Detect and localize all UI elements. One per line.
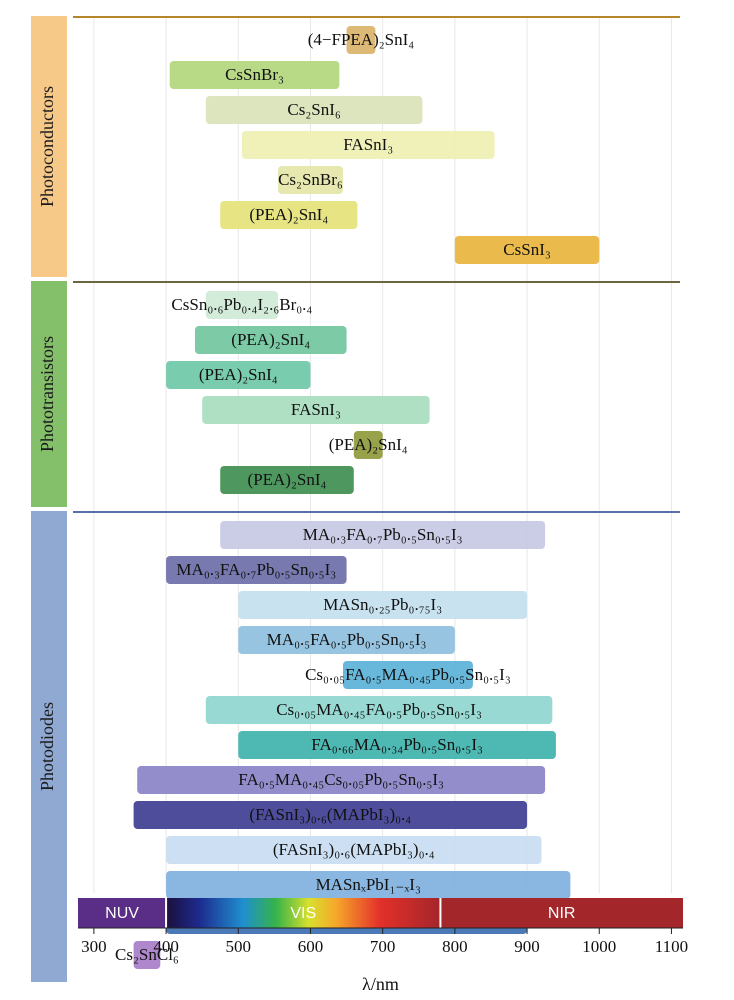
x-tick-label: 1000 (582, 937, 616, 956)
bar-label: FA₀.₅MA₀.₄₅Cs₀.₀₅Pb₀.₅Sn₀.₅I₃ (238, 770, 444, 789)
range-bar (205, 291, 278, 319)
x-tick-label: 400 (153, 937, 179, 956)
range-bar (133, 941, 161, 969)
x-axis: NUV VIS NIR 300 400 500 600 700 800 900 1000 1100 λ/… (78, 898, 688, 994)
category-panel (31, 16, 67, 277)
range-bar (238, 591, 528, 619)
x-tick-label: 600 (298, 937, 324, 956)
range-bar (220, 466, 354, 494)
range-bar (241, 131, 495, 159)
x-tick-label: 500 (226, 937, 252, 956)
category-panel (31, 281, 67, 507)
bar-label: (FASnI₃)₀.₆(MAPbI₃)₀.₄ (273, 840, 435, 859)
bar-label: (FASnI₃)₀.₆(MAPbI₃)₀.₄ (249, 805, 411, 824)
bar-label: FA₀.₆₆MA₀.₃₄Pb₀.₅Sn₀.₅I₃ (311, 735, 483, 754)
range-bar (220, 201, 358, 229)
bar-label: CsSn₀.₆Pb₀.₄I₂.₆Br₀.₄ (171, 295, 312, 314)
range-bar (205, 696, 553, 724)
bar-label: (PEA)₂SnI₄ (199, 365, 278, 384)
range-bar (353, 431, 383, 459)
range-bar (133, 801, 528, 829)
range-bar (342, 661, 473, 689)
spectrum-band-label: NUV (105, 905, 139, 922)
bar-label: FASnI₃ (343, 135, 393, 154)
bar-label: FASnI₃ (291, 400, 341, 419)
range-bar (137, 766, 546, 794)
spectrum-band (166, 898, 441, 928)
bar-label: MASn₀.₂₅Pb₀.₇₅I₃ (323, 595, 442, 614)
range-bar (194, 326, 347, 354)
category-label: Photoconductors (37, 86, 57, 207)
range-bar (205, 96, 423, 124)
bar-label: Cs₂SnI₆ (287, 100, 340, 119)
spectrum-band-label: NIR (548, 905, 576, 922)
x-tick-label: 800 (442, 937, 468, 956)
category-panels: Photoconductors Phototransistors Photodiod… (31, 16, 680, 982)
bar-label: (PEA)₂SnI₄ (329, 435, 408, 454)
bar-label: (PEA)₂SnI₄ (231, 330, 310, 349)
spectrum-band (78, 898, 167, 928)
bars: (4−FPEA)₂SnI₄CsSnBr₃Cs₂SnI₆FASnI₃Cs₂SnBr… (115, 26, 600, 969)
x-tick-label: 1100 (655, 937, 688, 956)
x-tick-label: 900 (514, 937, 540, 956)
x-tick-label: 700 (370, 937, 396, 956)
range-bar (166, 871, 571, 899)
range-bar (202, 396, 430, 424)
bar-label: Cs₂SnCl₆ (115, 945, 179, 964)
range-bar (169, 61, 340, 89)
range-bar (454, 236, 600, 264)
x-axis-title: λ/nm (362, 974, 399, 994)
bar-label: MASnₓPbI₁₋ₓI₃ (316, 875, 421, 894)
range-bar (166, 836, 542, 864)
bar-label: MA₀.₃FA₀.₇Pb₀.₅Sn₀.₅I₃ (303, 525, 463, 544)
range-bar (277, 166, 343, 194)
x-tick-label: 300 (81, 937, 107, 956)
bar-label: MA₀.₃FA₀.₇Pb₀.₅Sn₀.₅I₃ (176, 560, 336, 579)
bar-label: (4−FPEA)₂SnI₄ (308, 30, 415, 49)
bar-label: CsSnI₃ (503, 240, 551, 259)
range-bar (238, 626, 455, 654)
category-panel (31, 511, 67, 982)
category-label: Phototransistors (37, 336, 57, 452)
range-bar (238, 731, 556, 759)
bar-label: (PEA)₂SnI₄ (248, 470, 327, 489)
bar-label: (PEA)₂SnI₄ (249, 205, 328, 224)
bar-label: Cs₀.₀₅MA₀.₄₅FA₀.₅Pb₀.₅Sn₀.₅I₃ (276, 700, 482, 719)
range-bar (220, 521, 546, 549)
category-label: Photodiodes (37, 702, 57, 791)
range-bar (166, 361, 311, 389)
bar-label: MA₀.₅FA₀.₅Pb₀.₅Sn₀.₅I₃ (267, 630, 427, 649)
range-bar (166, 556, 347, 584)
bar-label: Cs₀.₀₅FA₀.₅MA₀.₄₅Pb₀.₅Sn₀.₅I₃ (305, 665, 511, 684)
bar-label: Cs₂SnBr₆ (278, 170, 343, 189)
range-bar (346, 26, 376, 54)
bar-label: CsSnBr₃ (225, 65, 284, 84)
spectrum-band-label: VIS (290, 905, 316, 922)
spectrum-band (440, 898, 683, 928)
